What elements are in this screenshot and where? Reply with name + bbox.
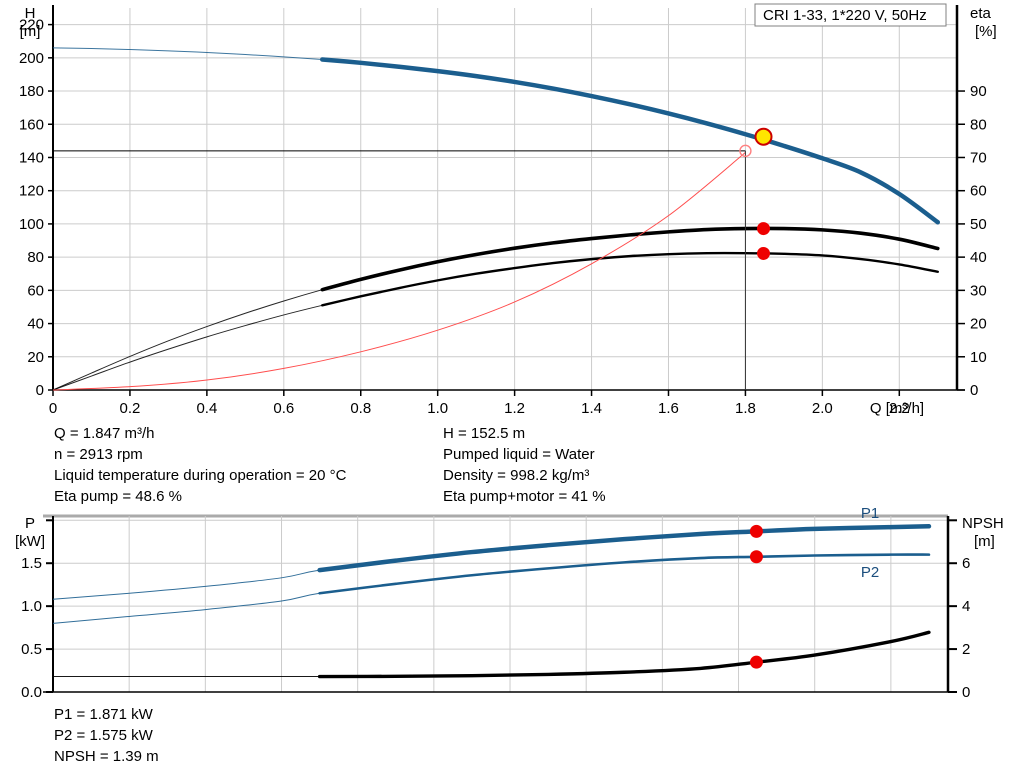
info-line-eta: Eta pump = 48.6 % xyxy=(54,488,182,505)
curve-thin-1 xyxy=(52,554,929,624)
y-tick-label-right: 0 xyxy=(970,382,978,399)
y-tick-label-right: 50 xyxy=(970,216,987,233)
info-line-npsh: NPSH = 1.39 m xyxy=(54,748,159,765)
y-tick-label-right: 90 xyxy=(970,83,987,100)
curve-label-p2: P2 xyxy=(861,564,879,581)
y-tick-label-right: 4 xyxy=(962,598,970,615)
curve-bold-0 xyxy=(320,57,941,225)
power-info: P1 = 1.871 kW P2 = 1.575 kW NPSH = 1.39 … xyxy=(54,704,159,767)
y-tick-label-left: 180 xyxy=(19,83,44,100)
y-tick-label-left: 0 xyxy=(36,382,44,399)
x-tick-label: 1.4 xyxy=(581,400,602,417)
y-tick-label-right: 0 xyxy=(962,684,970,701)
duty-marker-P1 xyxy=(749,524,763,538)
x-tick-label: 0.8 xyxy=(350,400,371,417)
y-tick-label-right: 10 xyxy=(970,349,987,366)
grid-lines xyxy=(53,516,948,692)
info-line-q: Q = 1.847 m³/h xyxy=(54,425,155,442)
y-tick-label-left: 40 xyxy=(27,316,44,333)
curve-bold-0 xyxy=(317,524,932,573)
y-axis-title-left: H xyxy=(25,5,36,22)
info-line-density: Density = 998.2 kg/m³ xyxy=(443,467,590,484)
info-line-liquid: Pumped liquid = Water xyxy=(443,446,595,463)
y-tick-label-left: 100 xyxy=(19,216,44,233)
power-npsh-chart: 0.0 0.5 1.0 1.5 0 2 4 6 P[kW] NPSH[m] P1 P2 xyxy=(15,508,1004,701)
duty-point-marker[interactable] xyxy=(754,127,773,146)
info-line-temp: Liquid temperature during operation = 20… xyxy=(54,467,347,484)
x-tick-label: 1.8 xyxy=(735,400,756,417)
y-axis-title-left: P xyxy=(25,515,35,532)
curve-thin-1 xyxy=(52,252,938,391)
bottom-chart-group: 0.0 0.5 1.0 1.5 0 2 4 6 P[kW] NPSH[m] P1 P2 xyxy=(15,508,1004,701)
operating-info-left: Q = 1.847 m³/h n = 2913 rpm Liquid tempe… xyxy=(54,423,346,507)
y-tick-label-right: 60 xyxy=(970,183,987,200)
y-tick-label-right: 40 xyxy=(970,249,987,266)
y-tick-label-right: 20 xyxy=(970,316,987,333)
top-chart-group: 0 20 40 60 80 100 120 140 160 180 200 220 0 10 20 30 40 5… xyxy=(19,3,997,417)
curve-label-p1: P1 xyxy=(861,508,879,522)
y-tick-label-left: 0.5 xyxy=(21,641,42,658)
curve-bold-1 xyxy=(321,251,939,307)
y-axis-unit-right: [%] xyxy=(975,23,997,40)
info-line-etapm: Eta pump+motor = 41 % xyxy=(443,488,606,505)
x-tick-label: 1.0 xyxy=(427,400,448,417)
x-tick-label: 0.2 xyxy=(120,400,141,417)
y-tick-label-right: 70 xyxy=(970,149,987,166)
operating-info-right: H = 152.5 m Pumped liquid = Water Densit… xyxy=(443,423,606,507)
x-tick-label: 1.6 xyxy=(658,400,679,417)
x-tick-label: 0.6 xyxy=(273,400,294,417)
y-axis-unit-left: [kW] xyxy=(15,533,45,550)
curve-bold-2 xyxy=(317,630,931,679)
info-line-h: H = 152.5 m xyxy=(443,425,526,442)
duty-marker-eta-1 xyxy=(757,246,771,260)
x-tick-label: 0.4 xyxy=(196,400,217,417)
y-tick-label-left: 1.0 xyxy=(21,598,42,615)
x-axis-title: Q [m³/h] xyxy=(870,400,924,417)
y-axis-unit-right: [m] xyxy=(974,533,995,550)
x-tick-label: 2.0 xyxy=(812,400,833,417)
curve-bold-1 xyxy=(318,553,931,595)
y-tick-label-left: 0.0 xyxy=(21,684,42,701)
info-line-p1: P1 = 1.871 kW xyxy=(54,706,153,723)
curve-thin-2 xyxy=(53,631,930,678)
y-tick-label-left: 220 xyxy=(19,17,44,34)
y-tick-label-left: 120 xyxy=(19,183,44,200)
y-tick-label-left: 20 xyxy=(27,349,44,366)
y-tick-label-left: 160 xyxy=(19,116,44,133)
head-efficiency-chart: 0 20 40 60 80 100 120 140 160 180 200 220 0 10 20 30 40 5… xyxy=(19,3,997,417)
y-tick-label-right: 2 xyxy=(962,641,970,658)
duty-guide-circle xyxy=(739,144,752,158)
curve-thin-0 xyxy=(52,47,939,223)
duty-marker-P2 xyxy=(749,550,763,564)
y-tick-label-right: 80 xyxy=(970,116,987,133)
x-tick-label: 0 xyxy=(49,400,57,417)
title-box: CRI 1-33, 1*220 V, 50Hz xyxy=(754,3,947,27)
y-axis-title-right: NPSH xyxy=(962,515,1004,532)
curve-bold-2 xyxy=(320,226,940,292)
info-line-p2: P2 = 1.575 kW xyxy=(54,727,153,744)
y-tick-label-right: 30 xyxy=(970,282,987,299)
y-tick-label-left: 80 xyxy=(27,249,44,266)
title-box-frame xyxy=(754,3,947,27)
y-tick-label-left: 1.5 xyxy=(21,555,42,572)
duty-marker-eta-2 xyxy=(757,222,771,236)
y-tick-label-right: 6 xyxy=(962,555,970,572)
curve-npsh-projection xyxy=(52,152,746,391)
y-tick-label-left: 140 xyxy=(19,149,44,166)
y-tick-label-left: 200 xyxy=(19,50,44,67)
x-tick-label: 2.2 xyxy=(889,400,910,417)
y-axis-unit-left: [m] xyxy=(20,23,41,40)
y-tick-label-left: 60 xyxy=(27,282,44,299)
title-box-label: CRI 1-33, 1*220 V, 50Hz xyxy=(763,7,927,24)
duty-marker-NPSH xyxy=(749,655,763,669)
info-line-n: n = 2913 rpm xyxy=(54,446,143,463)
x-tick-label: 1.2 xyxy=(504,400,525,417)
y-axis-title-right: eta xyxy=(970,5,992,22)
